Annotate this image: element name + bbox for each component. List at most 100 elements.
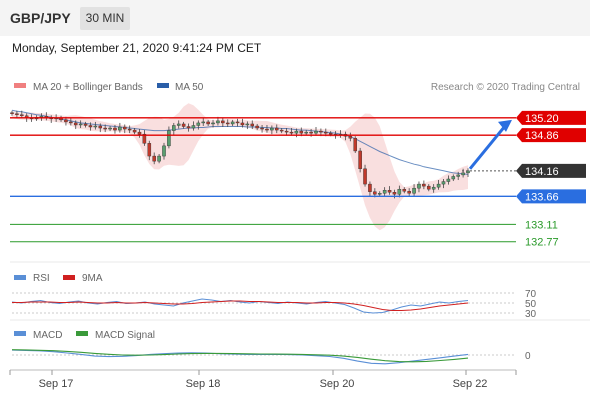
candle-body [15,113,19,115]
current-price-label: 134.16 [525,166,559,178]
datetime-label: Monday, September 21, 2020 9:41:24 PM CE… [12,41,262,55]
candle-body [78,123,83,126]
rsi-legend-label: RSI [33,273,50,284]
candle-body [225,122,230,125]
chart-panel [0,36,590,400]
candle-body [270,127,274,131]
candle-body [392,192,397,195]
ma50-legend-label: MA 50 [175,82,204,93]
candle-body [417,183,421,189]
candle-body [108,127,112,130]
candle-body [20,114,24,117]
candle-body [152,155,156,162]
candle-body [431,186,436,190]
projection-arrow-head [498,119,512,132]
candle-body [319,130,323,133]
candle-body [426,185,431,190]
credit-label: Research © 2020 Trading Central [431,82,580,93]
candle-body [73,122,78,126]
resistance-2-label: 135.20 [525,113,559,125]
candle-body [240,122,245,126]
macd-legend-label: MACD [33,330,62,341]
candle-body [274,127,279,131]
price-chart [10,103,470,231]
candle-body [436,183,441,188]
candle-body [98,125,103,129]
x-tick-label: Sep 17 [39,378,74,390]
candle-body [348,135,353,139]
ma20-legend-swatch [14,83,26,88]
candle-body [167,130,171,147]
resistance-2-tag [516,110,586,125]
macd-legend-swatch [14,331,26,336]
candle-body [260,127,264,130]
candle-body [122,126,127,130]
candle-body [309,131,313,134]
resistance-1-label: 134.86 [525,130,559,142]
ma20-legend-label: MA 20 + Bollinger Bands [33,82,143,93]
candle-body [373,191,377,195]
candle-body [407,191,411,194]
candle-body [324,131,328,134]
candle-body [118,126,122,131]
candle-body [377,193,382,195]
macd-signal-line [11,349,469,363]
candle-body [284,130,289,133]
rsi-level-label-50: 50 [525,299,537,310]
x-tick-label: Sep 18 [186,378,221,390]
pivot-tag [516,189,586,204]
current-price-tag [516,163,586,178]
candle-body [387,190,392,193]
macd-signal-legend-label: MACD Signal [95,330,155,341]
candle-body [157,155,161,162]
candle-body [88,125,93,128]
candle-body [172,125,176,131]
candle-body [255,125,259,129]
candle-body [265,128,269,131]
candle-body [176,123,181,126]
pivot-label: 133.66 [525,191,559,203]
candle-body [363,168,367,185]
rsi-level-label-70: 70 [525,289,537,300]
candle-body [83,123,88,126]
candle-body [235,121,240,124]
top-bar: GBP/JPY 30 MIN [0,0,590,36]
candle-body [132,129,137,133]
candle-body [299,130,304,134]
x-axis: Sep 17 Sep 18 Sep 20 Sep 22 [9,370,517,390]
rsi-level-label-30: 30 [525,309,537,320]
candle-body [186,126,191,129]
level-lines: 135.20 134.86 134.16 133.66 133.11 132.77 [10,110,586,249]
macd-chart: 0 [11,349,531,365]
candle-body [162,145,166,157]
candle-body [69,121,73,124]
resistance-1-tag [516,128,586,143]
candle-body [191,125,196,129]
ma50-line [11,109,469,175]
candle-body [216,120,220,124]
rsi-legend-swatch [14,275,26,280]
candle-body [402,188,407,192]
candle-body [64,119,68,123]
candle-body [211,122,215,125]
candle-body [353,138,358,152]
candle-body [137,131,142,135]
candle-body [412,187,416,194]
rsi-ma-legend-label: 9MA [82,273,103,284]
candle-body [113,127,117,131]
macd-signal-legend-swatch [76,331,88,336]
candle-body [196,122,201,126]
candle-body [456,174,460,177]
rsi-ma-line [12,300,469,311]
candle-body [206,121,210,125]
target-2-label: 132.77 [525,237,559,249]
timeframe-button[interactable]: 30 MIN [80,7,130,30]
candle-body [451,176,456,180]
rsi-ma-legend-swatch [63,275,75,280]
x-tick-label: Sep 22 [453,378,488,390]
target-1-label: 133.11 [525,219,558,231]
candle-body [422,183,426,187]
candle-body [10,112,14,114]
